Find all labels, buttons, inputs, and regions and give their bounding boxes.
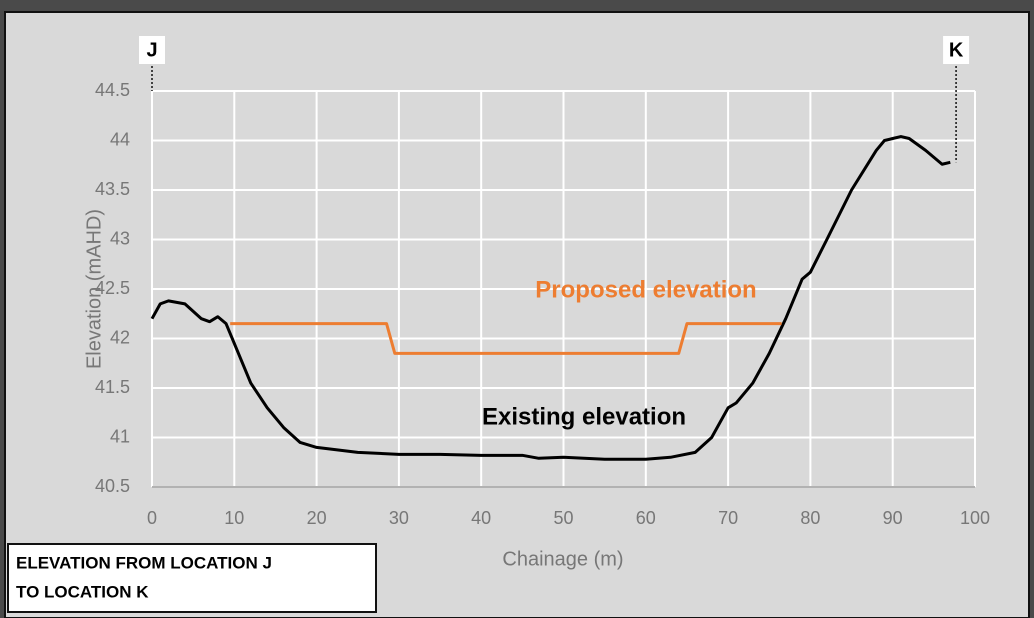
x-tick-label: 30	[389, 508, 409, 528]
chart-title: TO LOCATION K	[16, 582, 149, 601]
x-tick-label: 20	[307, 508, 327, 528]
x-tick-label: 0	[147, 508, 157, 528]
x-tick-label: 80	[800, 508, 820, 528]
y-tick-label: 43.5	[95, 179, 130, 199]
chart-panel	[4, 11, 1030, 618]
series-line	[230, 322, 782, 355]
marker-label: K	[949, 39, 964, 61]
x-tick-label: 50	[553, 508, 573, 528]
y-tick-label: 43	[110, 228, 130, 248]
y-axis-label: Elevation (mAHD)	[83, 209, 105, 369]
marker-box	[139, 36, 165, 64]
series-line	[150, 135, 951, 461]
y-tick-label: 41	[110, 426, 130, 446]
x-tick-label: 60	[636, 508, 656, 528]
y-tick-label: 44	[110, 129, 130, 149]
title-box	[7, 543, 377, 613]
x-tick-label: 10	[224, 508, 244, 528]
y-tick-label: 42.5	[95, 278, 130, 298]
marker-label: J	[146, 39, 157, 61]
marker-box	[943, 36, 970, 64]
x-axis-label: Chainage (m)	[502, 548, 623, 570]
y-tick-label: 42	[110, 327, 130, 347]
y-tick-label: 40.5	[95, 476, 130, 496]
x-tick-label: 70	[718, 508, 738, 528]
x-tick-label: 90	[883, 508, 903, 528]
x-tick-label: 40	[471, 508, 491, 528]
series-annotation: Proposed elevation	[535, 276, 756, 303]
y-tick-label: 44.5	[95, 80, 130, 100]
chart-title: ELEVATION FROM LOCATION J	[16, 553, 272, 572]
plot: 40.5 41 41.5 42 42.5 43 43.5 44 44.5 0 10 20 30 40 50 6…	[95, 36, 990, 528]
y-tick-label: 41.5	[95, 377, 130, 397]
series-annotation: Existing elevation	[482, 403, 686, 430]
x-tick-label: 100	[960, 508, 990, 528]
